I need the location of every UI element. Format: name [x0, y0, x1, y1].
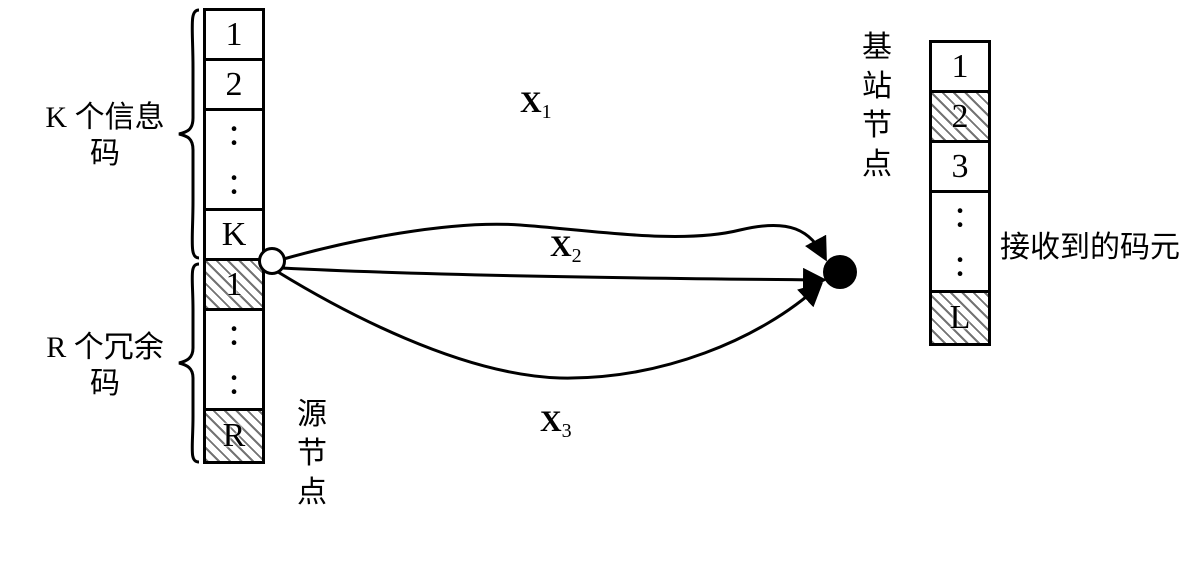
left-cell-dots-3: ·· — [206, 311, 262, 361]
left-cell-1: 1 — [206, 11, 262, 61]
left-cell-r1: 1 — [206, 261, 262, 311]
source-node — [258, 247, 286, 275]
label-k-info-line2: 码 — [90, 137, 120, 170]
label-k-info: K 个信息 码 — [30, 100, 180, 172]
left-cell-dots-1: ·· — [206, 111, 262, 161]
left-cell-dots-4: ·· — [206, 361, 262, 411]
right-column: 1 2 3 ·· ·· L — [929, 40, 991, 346]
left-cell-K: K — [206, 211, 262, 261]
label-x3: X3 — [540, 405, 572, 443]
left-cell-2: 2 — [206, 61, 262, 111]
right-cell-L: L — [932, 293, 988, 343]
label-r-line1: R 个冗余 — [46, 331, 164, 364]
diagram-root: 1 2 ·· ·· K 1 ·· ·· R 1 2 3 ·· ·· L K 个信… — [0, 0, 1179, 573]
label-base-node: 基站节点 — [857, 28, 897, 184]
right-cell-3: 3 — [932, 143, 988, 193]
right-cell-1: 1 — [932, 43, 988, 93]
label-x2: X2 — [550, 230, 582, 268]
label-r-line2: 码 — [90, 367, 120, 400]
right-cell-dots-1: ·· — [932, 193, 988, 243]
right-cell-dots-2: ·· — [932, 243, 988, 293]
label-r-redund: R 个冗余 码 — [30, 330, 180, 402]
left-column: 1 2 ·· ·· K 1 ·· ·· R — [203, 8, 265, 464]
label-k-info-line1: K 个信息 — [45, 101, 164, 134]
label-source-node: 源节点 — [292, 395, 332, 512]
base-node — [823, 255, 857, 289]
left-cell-dots-2: ·· — [206, 161, 262, 211]
label-received: 接收到的码元 — [1000, 230, 1179, 266]
right-cell-2: 2 — [932, 93, 988, 143]
path-x2 — [282, 268, 823, 280]
left-cell-R: R — [206, 411, 262, 461]
path-x3 — [278, 272, 820, 378]
label-x1: X1 — [520, 86, 552, 124]
